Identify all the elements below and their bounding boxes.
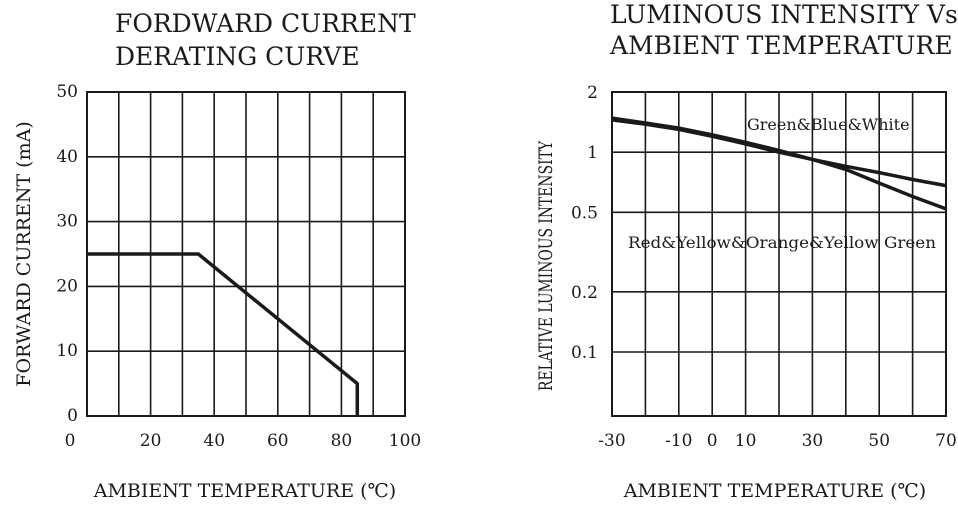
chart1-x-tick-label: 0 [65, 431, 76, 451]
chart1-y-tick-label: 20 [56, 276, 78, 296]
chart1-x-tick-label: 100 [389, 431, 421, 451]
chart2-ylabel: RELATIVE LUMINOUS INTENSITY [535, 141, 557, 391]
chart2-x-tick-label: 10 [735, 431, 757, 451]
chart2-series-line [611, 116, 947, 211]
chart2-x-tick-label: -10 [665, 431, 692, 451]
chart1-y-tick-label: 50 [56, 82, 78, 102]
chart1-x-tick-label: 80 [331, 431, 353, 451]
chart2-y-tick-label: 2 [587, 83, 598, 103]
chart1-grid [87, 92, 405, 416]
chart2-xlabel: AMBIENT TEMPERATURE (℃) [623, 480, 926, 502]
derating-chart: FORDWARD CURRENT DERATING CURVE 0 20 40 60 8… [13, 9, 421, 502]
chart1-y-tick-label: 10 [56, 341, 78, 361]
series-label-green-blue-white: Green&Blue&White [747, 115, 910, 134]
chart2-frame [611, 91, 947, 417]
chart1-title-line2: DERATING CURVE [115, 42, 360, 71]
chart1-x-tick-label: 20 [140, 431, 162, 451]
chart2-y-tick-label: 0.1 [571, 343, 598, 363]
chart2-x-tick-label: 0 [707, 431, 718, 451]
chart2-title-line1: LUMINOUS INTENSITY Vs [610, 0, 958, 29]
chart1-xlabel: AMBIENT TEMPERATURE (℃) [93, 480, 396, 502]
chart1-y-tick-label: 40 [56, 147, 78, 167]
chart2-grid [612, 92, 946, 416]
chart2-title-line2: AMBIENT TEMPERATURE [609, 31, 953, 60]
chart2-x-tick-label: 30 [802, 431, 824, 451]
chart2-y-tick-label: 0.5 [571, 203, 598, 223]
luminous-chart: LUMINOUS INTENSITY Vs AMBIENT TEMPERATUR… [535, 0, 958, 502]
chart2-x-tick-label: -30 [598, 431, 625, 451]
chart1-x-tick-label: 60 [267, 431, 289, 451]
chart2-curves [611, 116, 947, 211]
chart1-ylabel: FORWARD CURRENT (mA) [13, 121, 35, 386]
chart2-x-tick-label: 70 [935, 431, 957, 451]
series-label-red-yellow-orange: Red&Yellow&Orange&Yellow Green [628, 233, 936, 252]
chart1-x-tick-label: 40 [203, 431, 225, 451]
chart1-y-ticks: 0 10 20 30 40 50 [56, 82, 78, 426]
chart2-y-ticks: 2 1 0.5 0.2 0.1 [571, 83, 598, 363]
chart1-derating-curve [87, 252, 360, 416]
chart2-x-ticks: -30 -10 0 10 30 50 70 [598, 431, 957, 451]
chart1-y-tick-label: 30 [56, 212, 78, 232]
chart2-x-tick-label: 50 [868, 431, 890, 451]
chart2-y-tick-label: 0.2 [571, 283, 598, 303]
chart1-y-tick-label: 0 [67, 406, 78, 426]
chart2-y-tick-label: 1 [587, 143, 598, 163]
chart1-title-line1: FORDWARD CURRENT [115, 9, 416, 38]
chart1-x-ticks: 0 20 40 60 80 100 [65, 431, 422, 451]
